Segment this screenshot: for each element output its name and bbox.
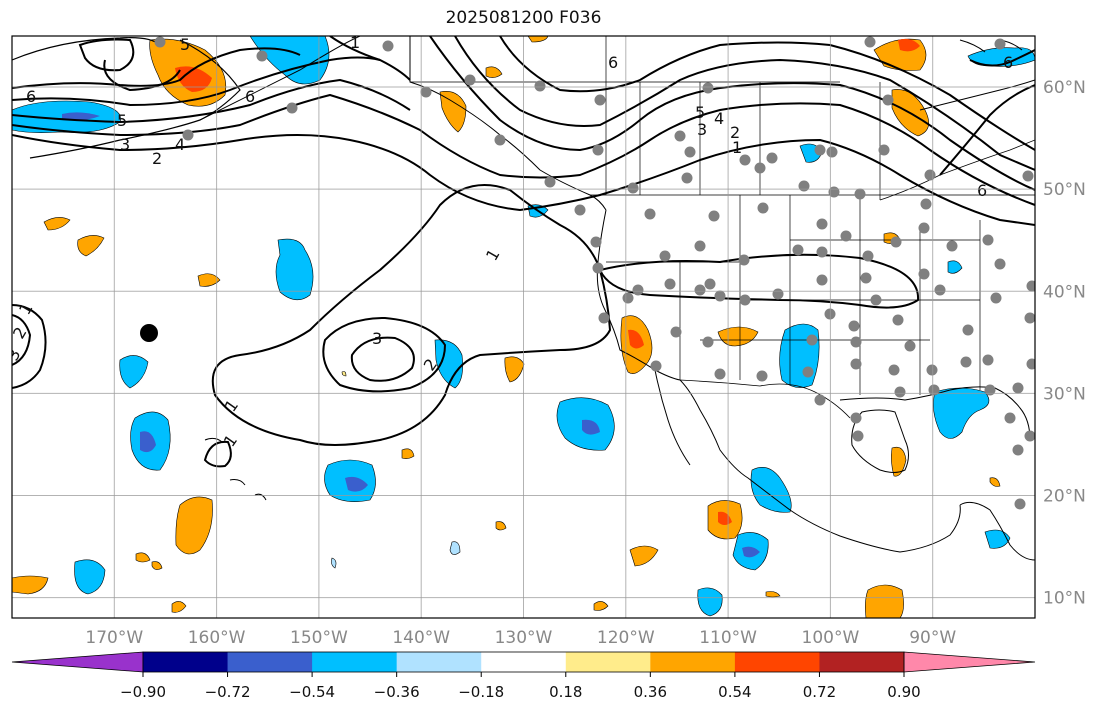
longitude-tick-label: 100°W xyxy=(802,628,860,648)
colorbar-tick-label: 0.36 xyxy=(634,683,667,701)
contour-label: 3 xyxy=(120,135,130,154)
colorbar-tick-label: −0.90 xyxy=(120,683,166,701)
longitude-tick-label: 140°W xyxy=(392,628,450,648)
contour-label: 3 xyxy=(372,329,382,348)
contour-label: 1 xyxy=(15,300,37,318)
contour-label: 6 xyxy=(245,87,255,106)
colorbar-segment xyxy=(481,652,567,672)
map-frame xyxy=(11,35,1036,619)
contour-label: 6 xyxy=(26,87,36,106)
contour-label: 4 xyxy=(175,135,185,154)
latitude-tick-label: 60°N xyxy=(1043,78,1086,98)
longitude-tick-label: 110°W xyxy=(699,628,757,648)
latitude-labels: 60°N 50°N 40°N 30°N 20°N 10°N xyxy=(1043,78,1086,609)
colorbar-tick-label: −0.72 xyxy=(205,683,251,701)
gridlines xyxy=(12,36,1035,618)
colorbar-tick-label: 0.54 xyxy=(718,683,751,701)
colorbar-segment xyxy=(734,652,820,672)
colorbar-segment xyxy=(143,652,229,672)
colorbar-segment xyxy=(650,652,736,672)
contour-label: 1 xyxy=(482,246,504,264)
colorbar-frame xyxy=(142,651,905,673)
contour-label: 6 xyxy=(608,53,618,72)
station-markers xyxy=(154,36,1035,510)
colorbar-segment xyxy=(565,652,651,672)
contour-label: 4 xyxy=(714,109,724,128)
contour-label: 2 xyxy=(730,123,740,142)
contour-label: 2 xyxy=(152,149,162,168)
longitude-tick-label: 120°W xyxy=(597,628,655,648)
longitude-tick-label: 170°W xyxy=(85,628,143,648)
latitude-tick-label: 40°N xyxy=(1043,282,1086,302)
colorbar-tick-label: −0.18 xyxy=(458,683,504,701)
longitude-tick-label: 130°W xyxy=(495,628,553,648)
contour-label: 6 xyxy=(977,181,987,200)
colorbar-tick-label: 0.90 xyxy=(887,683,920,701)
longitude-tick-label: 90°W xyxy=(909,628,956,648)
shaded-anomaly-field xyxy=(12,36,1035,618)
colorbar-segment xyxy=(312,652,398,672)
contour-label: 6 xyxy=(1003,53,1013,72)
latitude-tick-label: 50°N xyxy=(1043,180,1086,200)
colorbar-tick-label: −0.36 xyxy=(374,683,420,701)
contour-label: 1 xyxy=(350,33,360,52)
latitude-tick-label: 30°N xyxy=(1043,384,1086,404)
contour-label: 3 xyxy=(697,120,707,139)
contour-label: 1 xyxy=(220,431,241,450)
negative-anomaly-patches xyxy=(12,36,1035,617)
colorbar-tick-label: 0.18 xyxy=(549,683,582,701)
longitude-tick-label: 160°W xyxy=(188,628,246,648)
latitude-tick-label: 20°N xyxy=(1043,486,1086,506)
contour-labels: 1 1 3 2 1 1 2 3 6 5 3 2 4 5 6 1 6 5 4 3 … xyxy=(3,33,1013,450)
contour-label: 5 xyxy=(695,103,705,122)
longitude-tick-label: 150°W xyxy=(290,628,348,648)
colorbar-segment xyxy=(819,652,905,672)
contour-label: 5 xyxy=(117,111,127,130)
highlight-point-marker xyxy=(140,324,158,342)
contour-label: 5 xyxy=(180,35,190,54)
map-title: 2025081200 F036 xyxy=(445,8,602,28)
colorbar-segment xyxy=(396,652,482,672)
colorbar-segment xyxy=(227,652,313,672)
colorbar-extend-high xyxy=(903,651,1036,673)
contour-label: 3 xyxy=(3,346,25,364)
colorbar-tick-label: 0.72 xyxy=(803,683,836,701)
colorbar: −0.90 −0.72 −0.54 −0.36 −0.18 0.18 0.36 0.54 0.7… xyxy=(11,651,1036,701)
contour-label: 1 xyxy=(732,138,742,157)
contour-label: 1 xyxy=(221,396,242,415)
colorbar-tick-label: −0.54 xyxy=(289,683,335,701)
colorbar-extend-low xyxy=(11,651,144,673)
longitude-labels: 170°W 160°W 150°W 140°W 130°W 120°W 110°W 100°W… xyxy=(85,628,956,648)
latitude-tick-label: 10°N xyxy=(1043,589,1086,609)
